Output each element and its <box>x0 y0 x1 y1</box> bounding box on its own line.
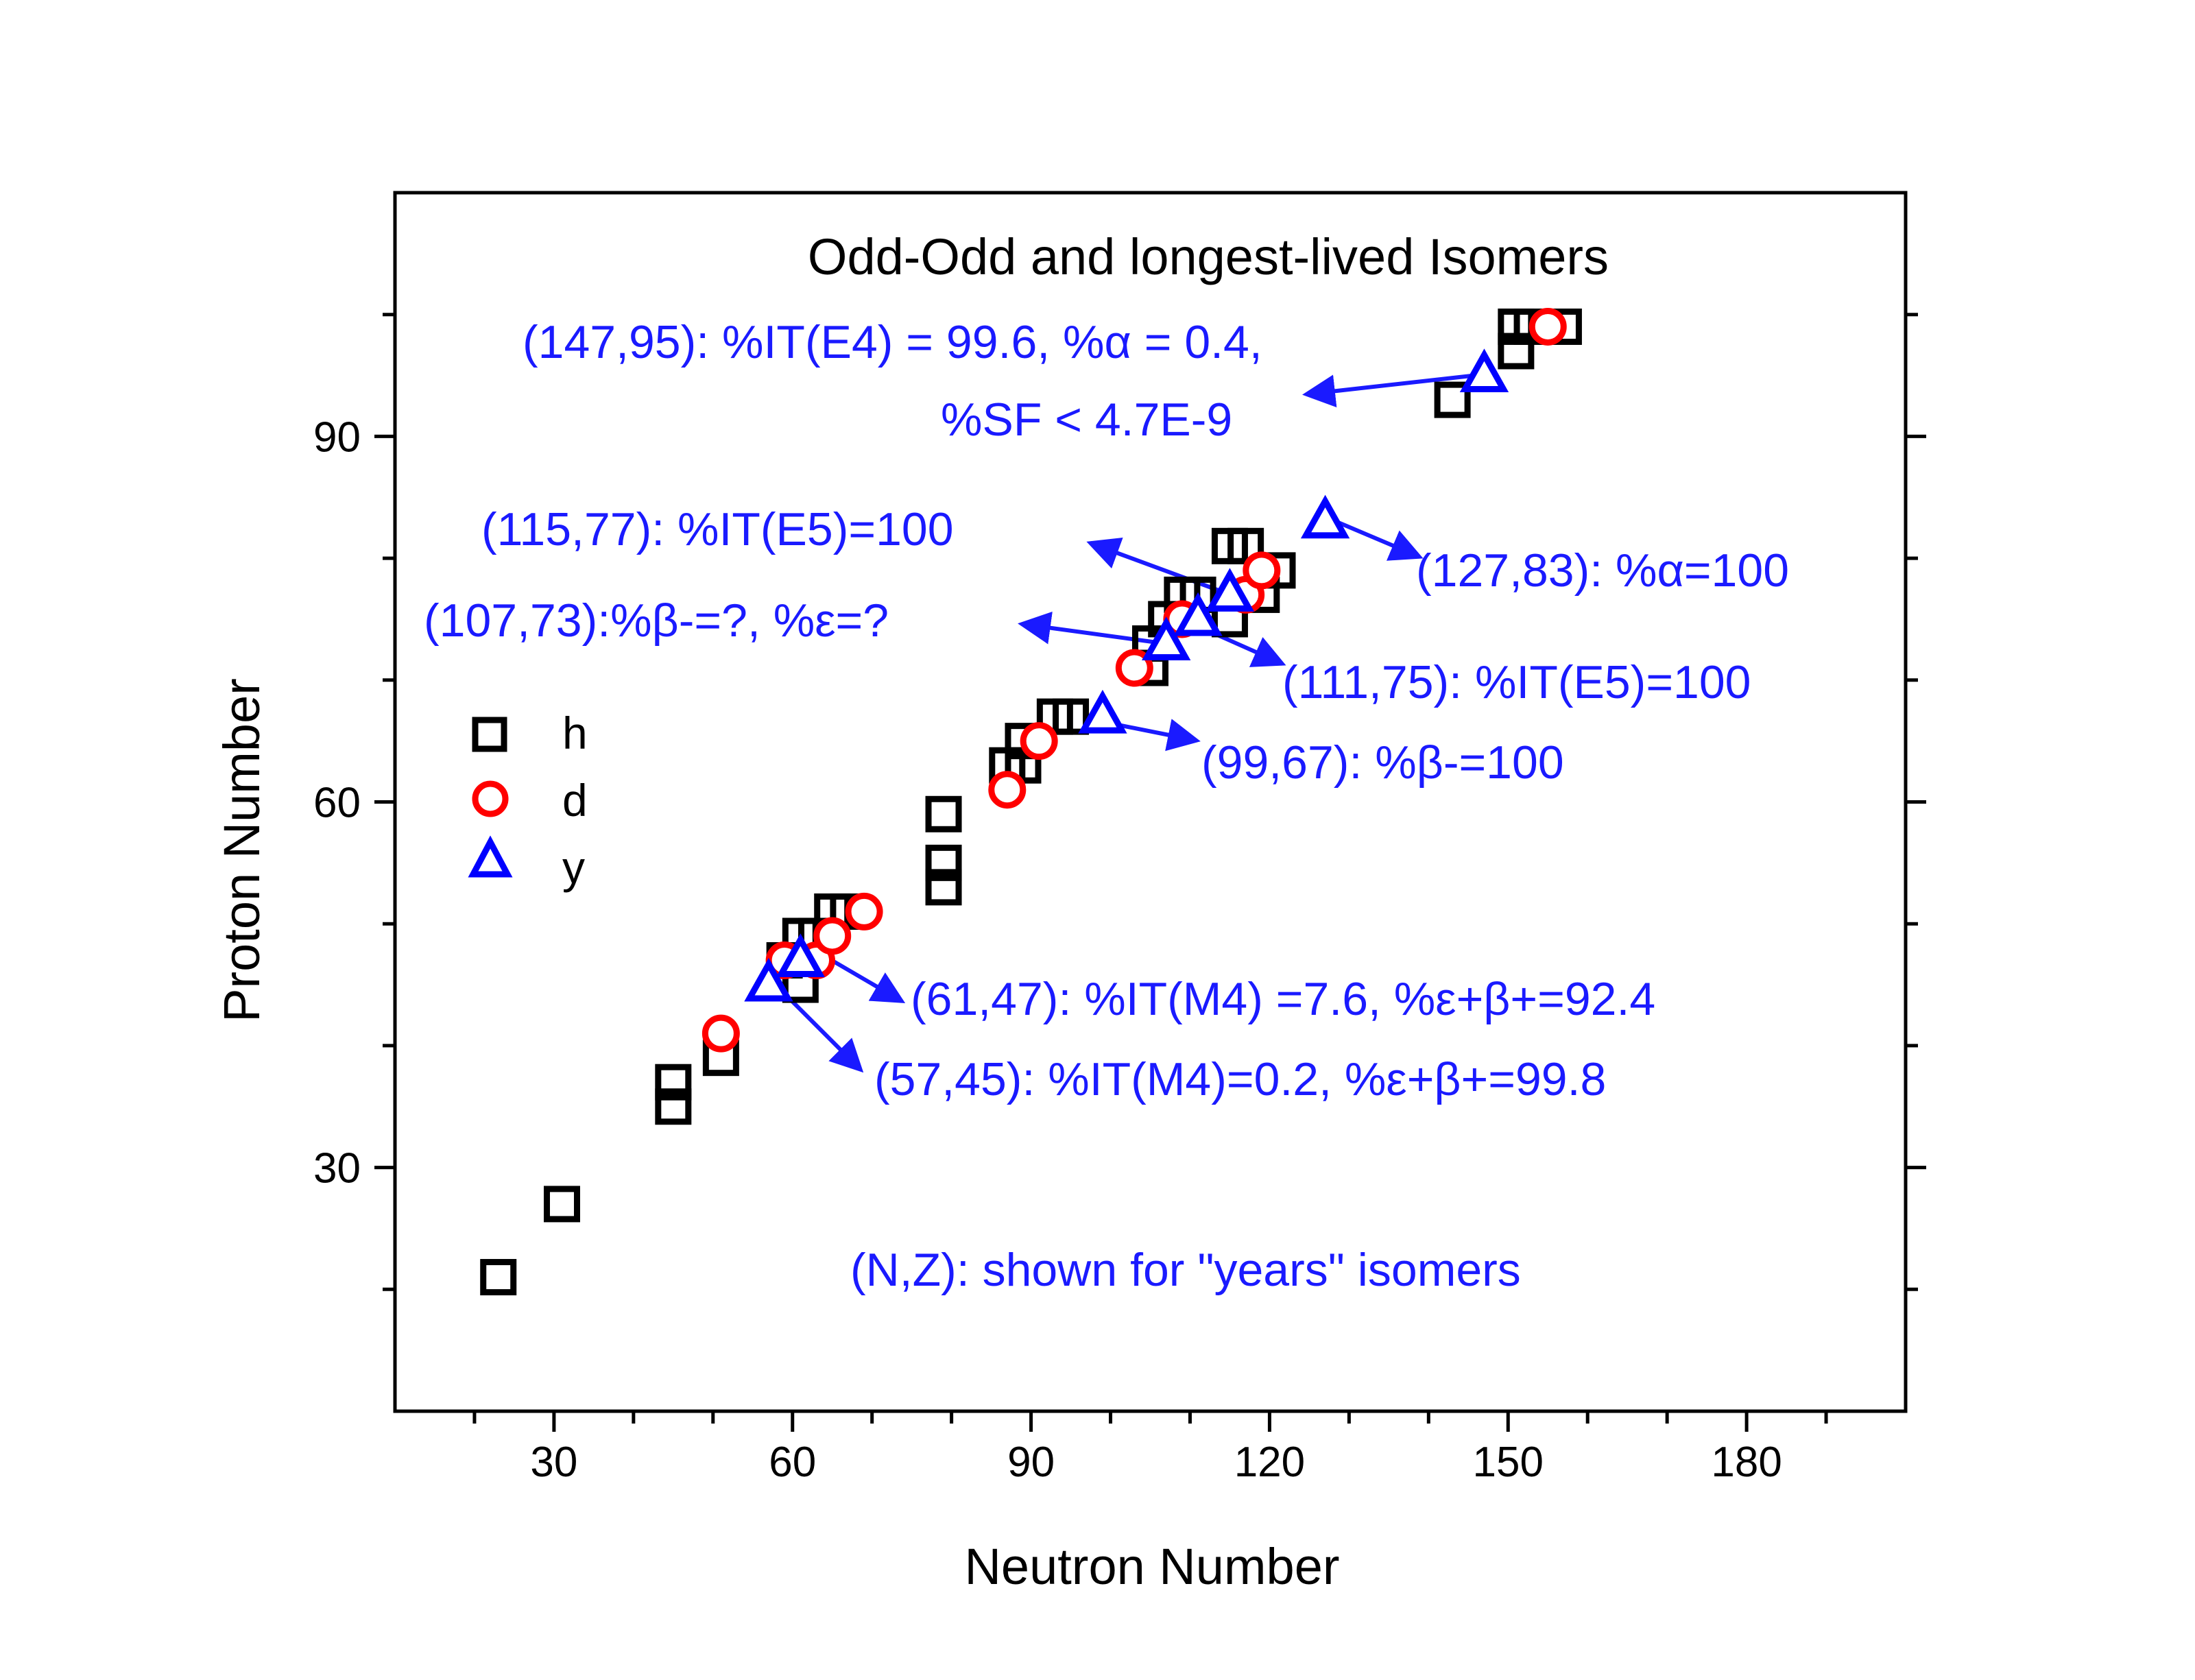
point-h-79-55 <box>925 844 962 881</box>
x-axis-label: Neutron Number <box>964 1538 1339 1595</box>
y-axis-label: Proton Number <box>213 678 270 1022</box>
annotations: (147,95): %IT(E4) = 99.6, %α = 0.4, %SF … <box>424 316 1789 1296</box>
point-y-127-83 <box>1300 494 1350 539</box>
point-h-79-53 <box>925 869 962 906</box>
annotation-115-77: (115,77): %IT(E5)=100 <box>481 503 954 555</box>
point-h-23-21 <box>480 1259 517 1296</box>
legend-label-y: y <box>562 842 585 893</box>
legend-marker-h <box>472 717 507 752</box>
legend: h d y <box>468 708 588 893</box>
series-y <box>744 348 1509 1002</box>
point-d-51-41 <box>701 1014 740 1053</box>
chart-title: Odd-Odd and longest-lived Isomers <box>808 228 1609 285</box>
series-h <box>480 308 1582 1296</box>
x-tick-label-180: 180 <box>1711 1439 1782 1486</box>
arrow-115-77 <box>1086 537 1222 593</box>
annotation-arrows <box>766 373 1478 1073</box>
point-d-155-99 <box>1528 307 1567 346</box>
annotation-99-67: (99,67): %β-=100 <box>1201 736 1564 789</box>
x-tick-label-30: 30 <box>530 1439 577 1486</box>
point-h-143-93 <box>1434 381 1471 418</box>
annotation-note: (N,Z): shown for "years" isomers <box>850 1244 1521 1296</box>
legend-label-d: d <box>562 775 588 826</box>
x-tick-label-120: 120 <box>1234 1439 1305 1486</box>
arrow-127-83 <box>1329 517 1424 561</box>
legend-marker-d <box>472 780 509 817</box>
point-h-45-37 <box>655 1064 692 1101</box>
annotation-61-47: (61,47): %IT(M4) =7.6, %ε+β+=92.4 <box>911 973 1655 1025</box>
axis-ticks <box>374 313 1926 1432</box>
point-y-111-75 <box>1173 592 1223 636</box>
point-d-119-79 <box>1243 551 1281 590</box>
point-h-95-67 <box>1053 698 1090 735</box>
point-d-69-51 <box>845 892 883 931</box>
point-y-147-95 <box>1459 348 1509 393</box>
point-d-65-49 <box>813 917 852 955</box>
axis-tick-labels: 30 60 90 120 150 180 30 60 90 <box>313 413 1782 1486</box>
legend-label-h: h <box>562 708 588 758</box>
point-h-79-59 <box>925 795 962 832</box>
point-y-115-77 <box>1205 568 1255 612</box>
annotation-111-75: (111,75): %IT(E5)=100 <box>1282 656 1751 708</box>
plot-frame <box>393 191 1908 1413</box>
y-tick-label-60: 60 <box>313 780 361 827</box>
arrow-99-67 <box>1110 719 1201 752</box>
point-y-99-67 <box>1078 689 1127 734</box>
point-d-87-61 <box>988 771 1027 809</box>
x-tick-label-90: 90 <box>1007 1439 1055 1486</box>
point-y-61-47 <box>776 933 826 978</box>
x-tick-label-150: 150 <box>1473 1439 1544 1486</box>
point-h-31-27 <box>543 1186 580 1223</box>
y-tick-label-90: 90 <box>313 413 361 461</box>
legend-marker-y <box>468 835 513 878</box>
point-d-91-65 <box>1020 722 1058 760</box>
annotation-57-45: (57,45): %IT(M4)=0.2, %ε+β+=99.8 <box>874 1053 1606 1105</box>
point-h-45-35 <box>655 1088 692 1125</box>
y-tick-label-30: 30 <box>313 1145 361 1192</box>
annotation-107-73: (107,73):%β-=?, %ε=? <box>424 595 889 647</box>
arrow-147-95 <box>1302 373 1478 408</box>
x-tick-label-60: 60 <box>769 1439 816 1486</box>
arrow-107-73 <box>1018 611 1163 645</box>
annotation-147-95-line2: %SF < 4.7E-9 <box>941 394 1232 446</box>
annotation-127-83: (127,83): %α=100 <box>1416 544 1789 597</box>
point-y-57-45 <box>744 957 793 1002</box>
point-y-107-73 <box>1142 616 1191 660</box>
annotation-147-95-line1: (147,95): %IT(E4) = 99.6, %α = 0.4, <box>523 316 1262 368</box>
